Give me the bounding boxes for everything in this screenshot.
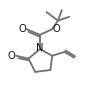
Text: O: O [19,24,27,34]
Text: O: O [52,24,60,34]
Text: N: N [36,43,43,53]
Text: O: O [8,51,16,61]
